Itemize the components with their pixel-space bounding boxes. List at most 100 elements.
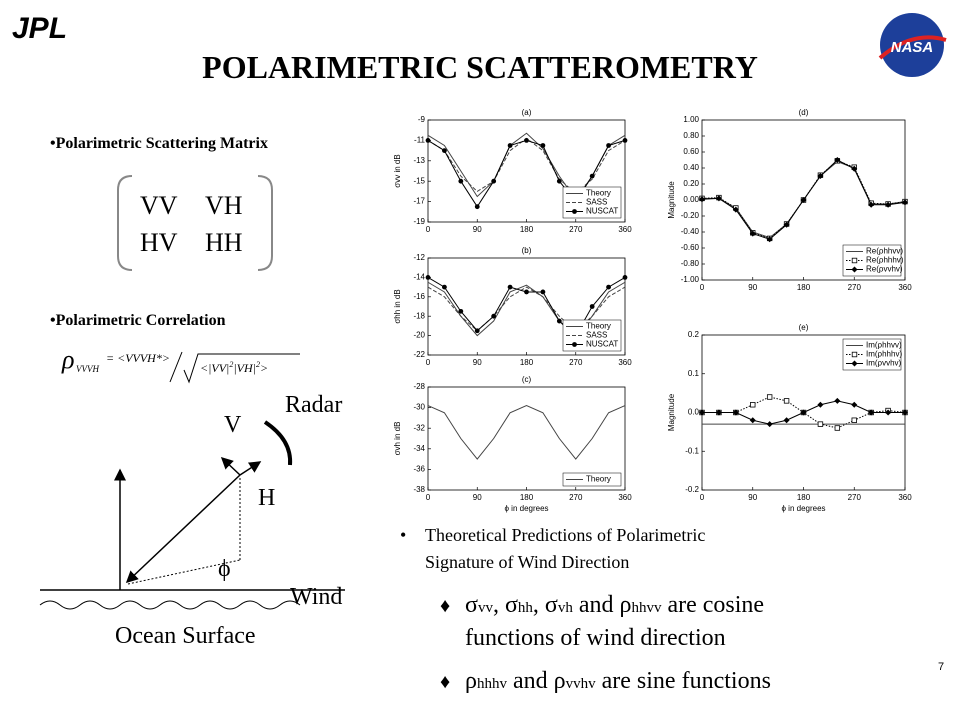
point xyxy=(902,199,908,206)
sub-bullet-text: functions of wind direction xyxy=(465,625,726,651)
point xyxy=(540,143,546,148)
sub-bullet-text: ρhhhv and ρvvhv are sine functions xyxy=(465,668,771,694)
y-tick-label: 1.00 xyxy=(683,115,699,124)
text-segment: hh xyxy=(518,600,534,616)
y-axis-label: Magnitude xyxy=(667,393,676,431)
point xyxy=(817,401,824,408)
x-tick-label: 90 xyxy=(473,225,482,234)
nasa-logo-circle xyxy=(880,13,944,77)
y-tick-label: -9 xyxy=(418,115,426,124)
y-tick-label: -36 xyxy=(413,465,425,474)
x-axis-label: ϕ in degrees xyxy=(781,504,825,513)
y-axis-label: Magnitude xyxy=(667,181,676,219)
y-tick-label: 0.1 xyxy=(688,369,700,378)
v-arrow xyxy=(220,456,241,476)
legend-label: NUSCAT xyxy=(586,340,618,349)
point xyxy=(715,409,722,416)
legend-marker xyxy=(851,351,858,358)
point xyxy=(715,195,722,202)
point xyxy=(458,308,464,314)
x-tick-label: 270 xyxy=(848,493,862,502)
y-tick-label: -22 xyxy=(413,350,425,359)
point xyxy=(606,284,611,290)
y-axis-label: σhh in dB xyxy=(393,289,402,323)
x-tick-label: 270 xyxy=(569,358,583,367)
point xyxy=(868,409,875,416)
point xyxy=(589,304,595,309)
text-segment: ρ xyxy=(619,592,631,618)
y-tick-label: -0.2 xyxy=(685,485,699,494)
x-tick-label: 0 xyxy=(700,283,705,292)
point xyxy=(749,230,756,237)
point xyxy=(868,201,875,208)
text-segment: functions of wind direction xyxy=(465,625,726,651)
panel-label: (d) xyxy=(799,108,809,117)
y-tick-label: -0.1 xyxy=(685,446,699,455)
diagram-label: ϕ xyxy=(218,556,231,582)
point xyxy=(540,289,546,295)
y-tick-label: 0.00 xyxy=(683,195,699,204)
point xyxy=(783,221,790,228)
x-tick-label: 360 xyxy=(618,225,632,234)
x-tick-label: 90 xyxy=(473,493,482,502)
point xyxy=(766,421,773,428)
legend-label: SASS xyxy=(586,198,607,207)
nasa-logo: NASA xyxy=(891,39,934,56)
panel-label: (c) xyxy=(522,375,532,384)
series-line xyxy=(427,286,626,333)
y-tick-label: -0.60 xyxy=(681,243,700,252)
point xyxy=(699,196,705,203)
legend-marker xyxy=(572,342,577,347)
diagram-label: Radar xyxy=(285,392,342,418)
formula-part: > xyxy=(260,361,268,375)
sub-bullet-mark: ♦ xyxy=(440,671,450,693)
y-tick-label: -32 xyxy=(413,423,425,432)
text-segment: σ xyxy=(465,592,478,618)
point xyxy=(800,197,807,203)
panel-label: (e) xyxy=(799,323,809,332)
point xyxy=(556,178,562,184)
formula-root xyxy=(169,351,300,384)
point xyxy=(851,401,858,408)
bullet-text: Theoretical Predictions of Polarimetric xyxy=(425,525,705,545)
x-tick-label: 360 xyxy=(898,283,912,292)
formula-denominator: <|VV|2|VH|2> xyxy=(200,360,268,375)
point xyxy=(766,236,773,243)
legend-label: Theory xyxy=(586,475,611,484)
x-tick-label: 270 xyxy=(569,493,583,502)
legend-label: Re(ρhhhv) xyxy=(866,256,904,265)
point xyxy=(766,394,773,400)
diagram-label: V xyxy=(224,412,242,438)
point xyxy=(606,143,611,148)
formula-part: <|VV| xyxy=(200,361,229,375)
y-tick-label: -20 xyxy=(413,331,425,340)
legend-marker xyxy=(572,209,577,214)
point xyxy=(589,173,595,179)
y-tick-label: -11 xyxy=(414,136,426,145)
text-segment: are cosine xyxy=(661,592,764,618)
point xyxy=(425,138,431,143)
point xyxy=(474,328,480,334)
y-tick-label: 0.40 xyxy=(683,163,699,172)
legend-label: Re(ρvvhv) xyxy=(866,265,903,274)
x-tick-label: 360 xyxy=(618,493,632,502)
text-segment: hhhv xyxy=(477,676,508,692)
diagram-label: H xyxy=(258,485,275,511)
point xyxy=(622,138,628,143)
diagram-label: Wind xyxy=(290,584,342,610)
bullet-text: Signature of Wind Direction xyxy=(425,552,629,572)
point xyxy=(524,289,529,295)
text-segment: vvhv xyxy=(566,676,597,692)
point xyxy=(885,409,892,416)
y-tick-label: 0.20 xyxy=(683,179,699,188)
x-tick-label: 270 xyxy=(569,225,583,234)
point xyxy=(749,417,756,424)
sub-bullet-text: σvv, σhh, σvh and ρhhvv are cosine xyxy=(465,592,764,618)
panel-label: (a) xyxy=(522,108,532,117)
point xyxy=(732,409,739,416)
y-tick-label: -18 xyxy=(413,311,425,320)
point xyxy=(425,275,431,280)
bullet: •Polarimetric Correlation xyxy=(50,312,226,329)
point xyxy=(732,206,739,213)
point xyxy=(750,402,756,408)
